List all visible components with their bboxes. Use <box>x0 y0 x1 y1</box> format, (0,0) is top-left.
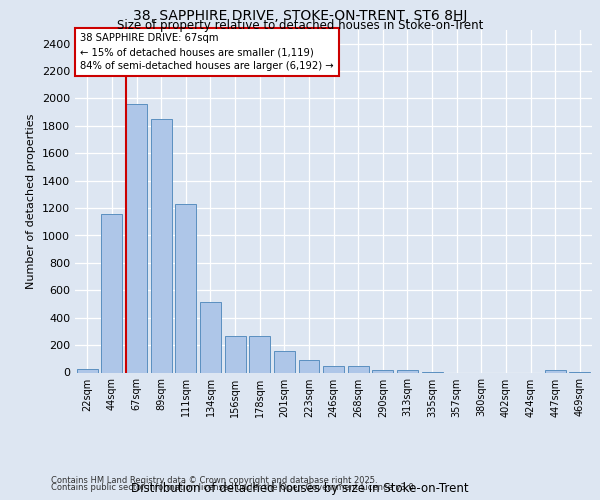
Text: Size of property relative to detached houses in Stoke-on-Trent: Size of property relative to detached ho… <box>117 19 483 32</box>
Bar <box>274 352 295 372</box>
Bar <box>200 302 221 372</box>
Bar <box>299 360 319 372</box>
Text: Contains public sector information licensed under the Open Government Licence v3: Contains public sector information licen… <box>51 484 416 492</box>
Text: Contains HM Land Registry data © Crown copyright and database right 2025.: Contains HM Land Registry data © Crown c… <box>51 476 377 485</box>
Bar <box>151 119 172 372</box>
Y-axis label: Number of detached properties: Number of detached properties <box>26 114 37 289</box>
Text: Distribution of detached houses by size in Stoke-on-Trent: Distribution of detached houses by size … <box>131 482 469 495</box>
Bar <box>126 104 147 372</box>
Bar <box>348 366 368 372</box>
Bar <box>249 336 270 372</box>
Bar <box>101 214 122 372</box>
Bar <box>397 370 418 372</box>
Bar <box>373 370 394 372</box>
Bar <box>175 204 196 372</box>
Text: 38, SAPPHIRE DRIVE, STOKE-ON-TRENT, ST6 8HJ: 38, SAPPHIRE DRIVE, STOKE-ON-TRENT, ST6 … <box>133 9 467 23</box>
Bar <box>323 366 344 372</box>
Text: 38 SAPPHIRE DRIVE: 67sqm
← 15% of detached houses are smaller (1,119)
84% of sem: 38 SAPPHIRE DRIVE: 67sqm ← 15% of detach… <box>80 34 334 72</box>
Bar <box>545 370 566 372</box>
Bar <box>224 336 245 372</box>
Bar <box>77 369 98 372</box>
